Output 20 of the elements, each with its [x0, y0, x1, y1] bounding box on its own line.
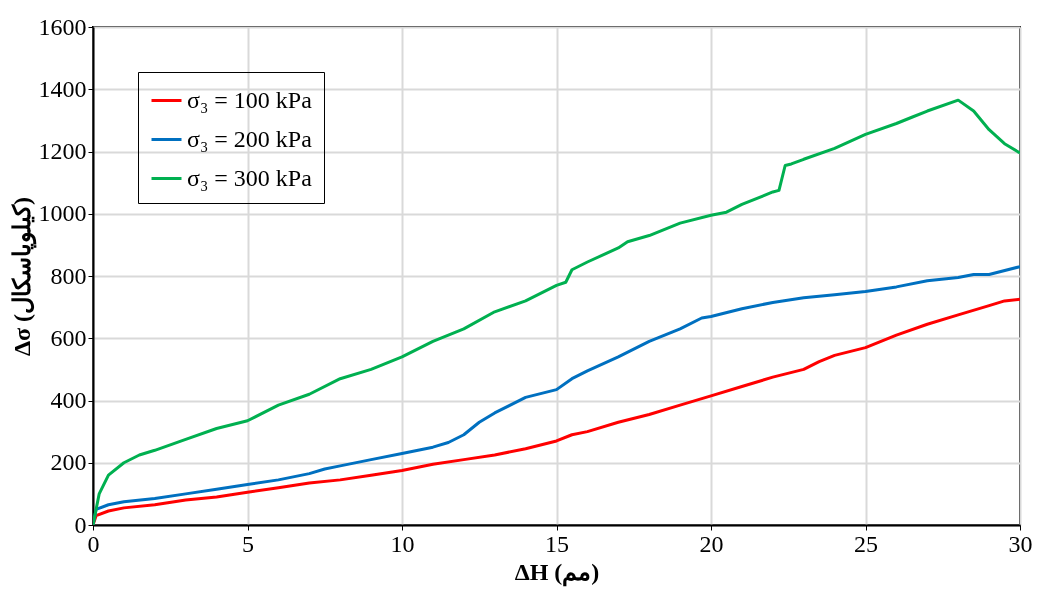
x-tick-label: 5 [242, 530, 254, 557]
x-tick-label: 20 [699, 530, 724, 557]
y-tick-label: 0 [74, 511, 87, 538]
x-tick-label: 15 [545, 530, 569, 557]
y-tick-label: 1000 [38, 200, 87, 227]
legend-label: σ₃ = 300 kPa [187, 164, 313, 191]
x-tick-label: 25 [854, 530, 878, 557]
y-axis-title: Δσ (کیلوپاسکال) [8, 196, 37, 357]
y-tick-label: 1200 [38, 138, 87, 164]
y-tick-label: 1600 [38, 13, 87, 40]
legend-label: σ₃ = 200 kPa [187, 125, 313, 152]
y-tick-label: 1400 [38, 75, 87, 102]
y-tick-label: 400 [50, 387, 87, 413]
x-tick-label: 10 [390, 530, 415, 557]
x-axis-title: ΔH (مم) [514, 558, 600, 587]
x-tick-label: 30 [1008, 530, 1033, 557]
y-tick-label: 600 [50, 324, 87, 351]
legend-label: σ₃ = 100 kPa [187, 86, 313, 113]
y-tick-label: 200 [50, 449, 87, 476]
y-tick-label: 800 [50, 262, 87, 289]
